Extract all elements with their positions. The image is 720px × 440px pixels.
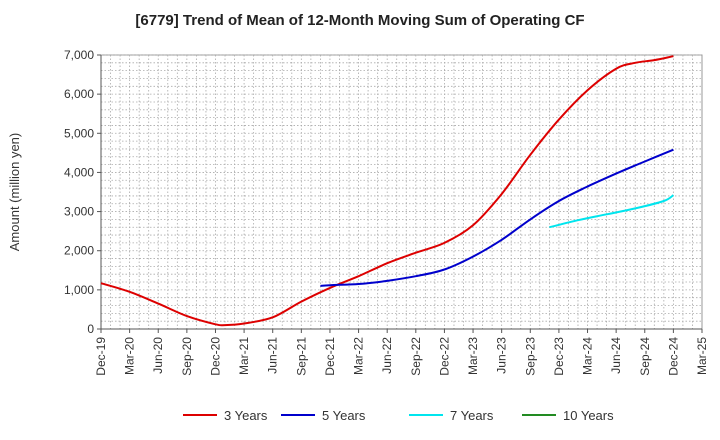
series-lines bbox=[100, 55, 674, 327]
x-tick-label: Mar-24 bbox=[581, 337, 595, 375]
x-tick-label: Dec-24 bbox=[666, 337, 680, 376]
x-tick-label: Jun-21 bbox=[266, 337, 280, 374]
x-tick-label: Mar-20 bbox=[123, 337, 137, 375]
x-tick-label: Jun-20 bbox=[151, 337, 165, 374]
x-tick-label: Jun-22 bbox=[380, 337, 394, 374]
y-tick-label: 6,000 bbox=[64, 87, 94, 101]
x-tick-label: Mar-23 bbox=[466, 337, 480, 375]
x-tick-label: Dec-23 bbox=[552, 337, 566, 376]
plot-area bbox=[100, 54, 703, 330]
y-tick-label: 3,000 bbox=[64, 205, 94, 219]
y-tick-labels: 0 1,000 2,000 3,000 4,000 5,000 6,000 7,000 bbox=[64, 48, 101, 336]
x-tick-label: Dec-19 bbox=[94, 337, 108, 376]
y-tick-label: 1,000 bbox=[64, 283, 94, 297]
x-tick-label: Sep-24 bbox=[638, 337, 652, 376]
chart-title: [6779] Trend of Mean of 12-Month Moving … bbox=[135, 12, 585, 29]
x-tick-label: Jun-23 bbox=[495, 337, 509, 374]
y-tick-label: 0 bbox=[87, 322, 94, 336]
x-tick-label: Mar-22 bbox=[352, 337, 366, 375]
x-tick-label: Jun-24 bbox=[609, 337, 623, 374]
grid-lines bbox=[101, 54, 702, 329]
y-axis-label: Amount (million yen) bbox=[7, 133, 22, 252]
x-tick-label: Mar-21 bbox=[237, 337, 251, 375]
y-tick-label: 5,000 bbox=[64, 126, 94, 140]
series-line-7-years bbox=[549, 194, 674, 229]
x-tick-label: Mar-25 bbox=[695, 337, 709, 375]
x-tick-label: Dec-22 bbox=[437, 337, 451, 376]
legend-label: 10 Years bbox=[563, 408, 614, 423]
y-tick-label: 4,000 bbox=[64, 165, 94, 179]
x-tick-label: Sep-20 bbox=[180, 337, 194, 376]
series-line-5-years bbox=[320, 148, 674, 287]
x-tick-label: Dec-20 bbox=[208, 337, 222, 376]
legend-label: 5 Years bbox=[322, 408, 366, 423]
x-tick-label: Sep-22 bbox=[409, 337, 423, 376]
y-tick-label: 2,000 bbox=[64, 244, 94, 258]
y-tick-label: 7,000 bbox=[64, 48, 94, 62]
x-tick-label: Sep-21 bbox=[294, 337, 308, 376]
legend-label: 7 Years bbox=[450, 408, 494, 423]
series-line-3-years bbox=[100, 55, 674, 327]
legend-label: 3 Years bbox=[224, 408, 268, 423]
x-tick-label: Sep-23 bbox=[523, 337, 537, 376]
legend: 3 Years 5 Years 7 Years 10 Years bbox=[183, 408, 614, 423]
x-tick-label: Dec-21 bbox=[323, 337, 337, 376]
x-tick-labels: Dec-19 Mar-20 Jun-20 Sep-20 Dec-20 Mar-21 Jun-… bbox=[94, 329, 709, 376]
